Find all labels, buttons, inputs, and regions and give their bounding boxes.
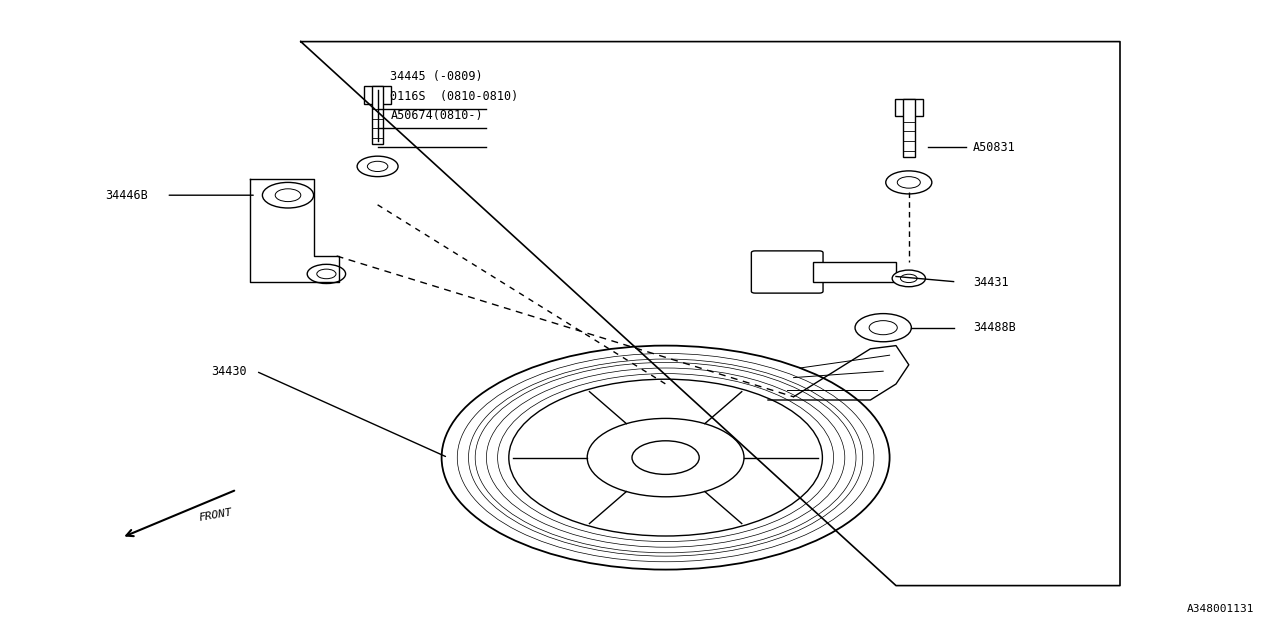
Circle shape <box>897 177 920 188</box>
Text: A348001131: A348001131 <box>1187 604 1254 614</box>
Text: FRONT: FRONT <box>198 508 233 523</box>
Circle shape <box>357 156 398 177</box>
Bar <box>813 262 896 282</box>
Circle shape <box>901 275 916 283</box>
Circle shape <box>886 171 932 194</box>
Text: 34430: 34430 <box>211 365 247 378</box>
Circle shape <box>262 182 314 208</box>
Text: 0116S  (0810-0810): 0116S (0810-0810) <box>390 90 518 102</box>
Text: A50674(0810-): A50674(0810-) <box>390 109 483 122</box>
Text: 34431: 34431 <box>973 276 1009 289</box>
Circle shape <box>316 269 335 279</box>
Circle shape <box>892 270 925 287</box>
Bar <box>364 86 392 104</box>
Text: A50831: A50831 <box>973 141 1015 154</box>
Circle shape <box>307 264 346 284</box>
Circle shape <box>509 379 823 536</box>
FancyBboxPatch shape <box>751 251 823 293</box>
Text: 34446B: 34446B <box>105 189 147 202</box>
Circle shape <box>588 419 744 497</box>
Circle shape <box>632 441 699 474</box>
Circle shape <box>275 189 301 202</box>
Circle shape <box>869 321 897 335</box>
Bar <box>895 99 923 116</box>
Circle shape <box>442 346 890 570</box>
Bar <box>371 86 384 144</box>
Circle shape <box>367 161 388 172</box>
Text: 34488B: 34488B <box>973 321 1015 334</box>
Bar <box>904 99 914 157</box>
Text: 34445 (-0809): 34445 (-0809) <box>390 70 483 83</box>
Circle shape <box>855 314 911 342</box>
